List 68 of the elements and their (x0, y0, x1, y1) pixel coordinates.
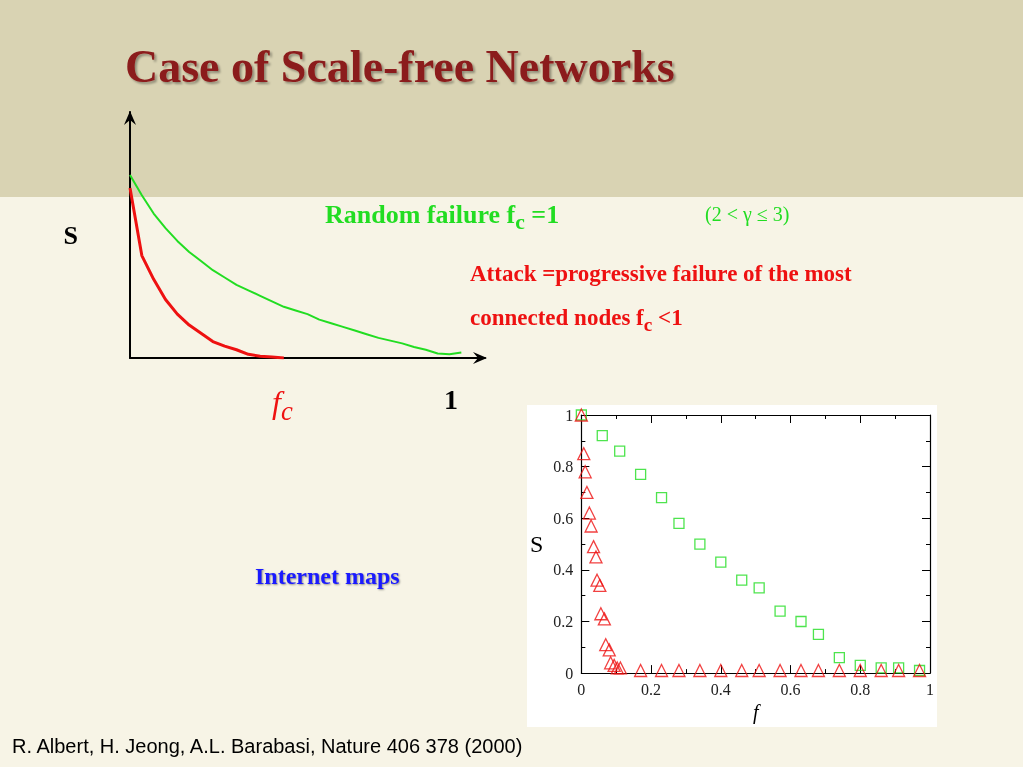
point (633, 663, 648, 678)
point (589, 550, 603, 564)
point (891, 663, 906, 678)
point (853, 663, 867, 678)
point (753, 582, 765, 594)
y-tick-label: 1 (565, 406, 574, 424)
point (693, 663, 707, 678)
point (715, 556, 727, 568)
point (586, 539, 601, 554)
point (593, 578, 607, 592)
point (874, 663, 888, 678)
point (811, 663, 826, 678)
x-tick-label: 0 (577, 680, 586, 698)
x-tick-label: 0.2 (641, 680, 662, 698)
point (774, 605, 786, 617)
y-axis-title: S (63, 220, 78, 250)
x-tick-label: 0.8 (850, 680, 871, 698)
y-tick-label: 0.8 (553, 458, 574, 476)
annotation: Random failure f$_{c}$ =1 (325, 200, 561, 236)
point (603, 656, 618, 670)
x-axis-title: f (752, 701, 761, 724)
point (596, 430, 608, 442)
x-tick-label: 0.6 (780, 680, 801, 698)
point (854, 659, 866, 672)
point (672, 663, 686, 678)
text: (2 < γ ≤ 3) (705, 203, 791, 226)
annotation: Attack =progressive failure of the most connected nodes f$_{c}$ <1 (470, 260, 853, 337)
x-tick-label: 0.4 (710, 680, 731, 698)
y-tick-label: 0.4 (553, 561, 574, 579)
y-tick-label: 0.6 (553, 509, 574, 527)
point (634, 468, 647, 481)
y-tick-label: 0 (565, 664, 574, 682)
point (602, 643, 616, 657)
point (714, 663, 728, 678)
point (655, 491, 668, 504)
text: R. Albert, H. Jeong, A.L. Barabasi, Nature 406 378 (2000) (12, 735, 523, 758)
point (833, 651, 845, 664)
point (613, 661, 628, 675)
point (752, 663, 766, 678)
point (577, 447, 591, 461)
point (673, 517, 685, 530)
point (578, 465, 592, 479)
point (795, 615, 807, 628)
point (597, 612, 612, 626)
point (584, 519, 598, 533)
y-tick-label: 0.2 (553, 612, 574, 630)
point (580, 485, 594, 500)
point (594, 607, 608, 621)
text: 1 (444, 384, 459, 416)
point (694, 538, 706, 550)
point (832, 663, 846, 678)
point (614, 445, 626, 457)
y-axis-title: S (529, 531, 544, 558)
point (875, 662, 887, 674)
x-tick-label: 1 (926, 680, 934, 698)
chart-title: Case of Scale-free Networks (125, 40, 675, 92)
point (812, 628, 825, 641)
point (599, 638, 613, 652)
point (582, 506, 597, 520)
point (794, 663, 808, 678)
point (654, 663, 669, 678)
text: f$_{c}$ (272, 384, 294, 428)
point (773, 663, 787, 678)
text: Internet maps (255, 563, 400, 590)
point (892, 662, 905, 674)
point (590, 573, 604, 587)
point (735, 663, 749, 678)
point (736, 574, 748, 586)
